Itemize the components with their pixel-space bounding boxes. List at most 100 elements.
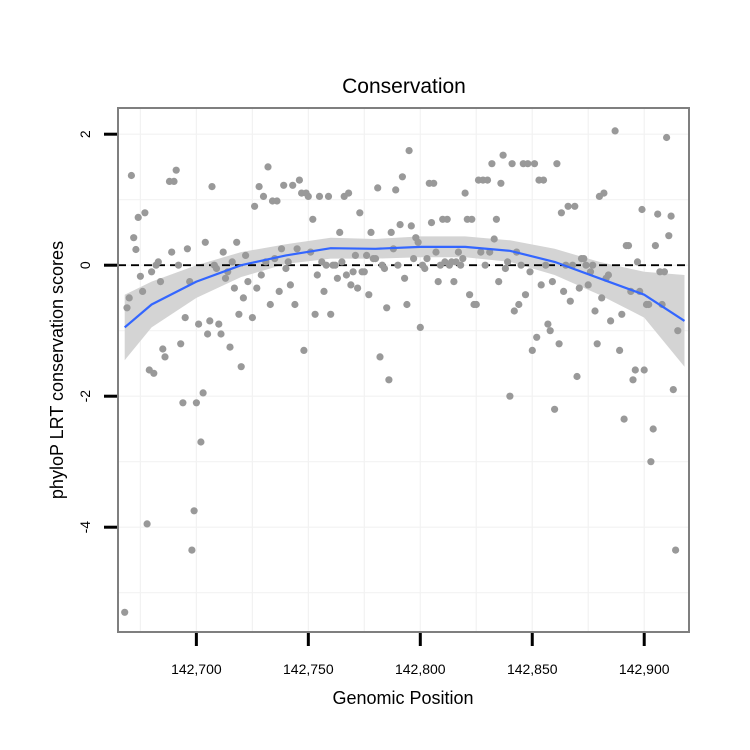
data-point (497, 179, 505, 187)
data-point (156, 278, 165, 286)
data-point (524, 160, 532, 168)
data-point (255, 183, 263, 191)
confidence-ribbon (124, 236, 685, 367)
data-point (667, 212, 675, 220)
data-point (468, 215, 476, 223)
data-point (660, 268, 669, 276)
data-point (392, 186, 400, 194)
data-point (472, 300, 480, 309)
x-tick-label: 142,700 (171, 661, 222, 677)
data-point (396, 221, 404, 229)
data-point (181, 314, 189, 322)
data-point (345, 189, 353, 197)
data-point (300, 346, 308, 354)
grid (118, 108, 689, 632)
data-point (557, 209, 566, 217)
smooth-line-group (123, 245, 686, 329)
data-point (492, 215, 500, 223)
data-point (669, 386, 677, 394)
y-tick-label: -4 (77, 521, 93, 534)
data-point (548, 278, 557, 286)
data-point (591, 307, 599, 315)
data-point (593, 340, 601, 348)
data-point (649, 425, 657, 433)
data-point (665, 232, 673, 240)
data-point (430, 179, 438, 187)
data-point (385, 376, 393, 384)
data-point (584, 281, 592, 289)
data-point (607, 317, 615, 325)
data-point (121, 608, 129, 616)
data-point (414, 238, 422, 246)
data-point (403, 300, 411, 309)
data-point (544, 320, 552, 328)
data-point (179, 399, 187, 407)
data-point (336, 228, 344, 236)
data-point (275, 287, 283, 295)
data-point (324, 192, 333, 200)
data-point (537, 281, 545, 289)
data-point (320, 287, 328, 295)
data-point (264, 163, 272, 171)
data-point (376, 353, 384, 361)
data-point (360, 268, 368, 276)
data-point (443, 215, 451, 223)
data-point (526, 268, 534, 276)
data-point (401, 274, 409, 282)
data-points (121, 127, 682, 616)
data-point (342, 271, 350, 279)
data-point (394, 261, 402, 269)
data-point (233, 238, 241, 246)
data-point (217, 330, 225, 338)
data-point (483, 176, 492, 184)
data-point (286, 281, 294, 289)
data-point (242, 251, 250, 259)
x-tick-label: 142,800 (395, 661, 446, 677)
data-point (374, 184, 382, 192)
data-point (148, 268, 156, 276)
data-point (421, 264, 429, 273)
data-point (380, 264, 389, 273)
data-point (315, 192, 324, 200)
x-axis: 142,700 142,750 142,800 142,850 142,900 (171, 633, 670, 677)
data-point (199, 389, 207, 397)
data-point (501, 264, 509, 273)
data-point (304, 192, 312, 200)
y-axis-label: phyloP LRT conservation scores (47, 241, 67, 499)
data-point (645, 300, 653, 309)
data-point (204, 330, 212, 338)
data-point (517, 261, 525, 269)
data-point (434, 278, 442, 286)
data-point (311, 310, 319, 318)
data-point (331, 261, 339, 269)
data-point (132, 245, 140, 254)
data-point (461, 189, 469, 197)
data-point (253, 284, 261, 292)
data-point (423, 255, 431, 263)
data-point (365, 291, 373, 299)
data-point (159, 345, 167, 353)
data-point (631, 366, 639, 374)
data-point (654, 210, 662, 218)
data-point (284, 258, 292, 266)
data-point (546, 327, 554, 335)
data-point (407, 222, 415, 230)
data-point (228, 258, 236, 266)
data-point (571, 202, 579, 210)
data-point (251, 202, 259, 210)
x-axis-label: Genomic Position (332, 688, 473, 708)
x-tick-label: 142,900 (619, 661, 670, 677)
data-point (600, 189, 608, 197)
data-point (405, 147, 413, 155)
data-point (521, 291, 530, 299)
data-point (190, 507, 198, 515)
data-point (620, 415, 628, 423)
data-point (589, 261, 597, 269)
x-tick-label: 142,850 (507, 661, 558, 677)
data-point (273, 197, 281, 205)
data-point (504, 258, 512, 266)
data-point (651, 242, 660, 250)
data-point (383, 304, 391, 312)
data-point (573, 372, 581, 381)
